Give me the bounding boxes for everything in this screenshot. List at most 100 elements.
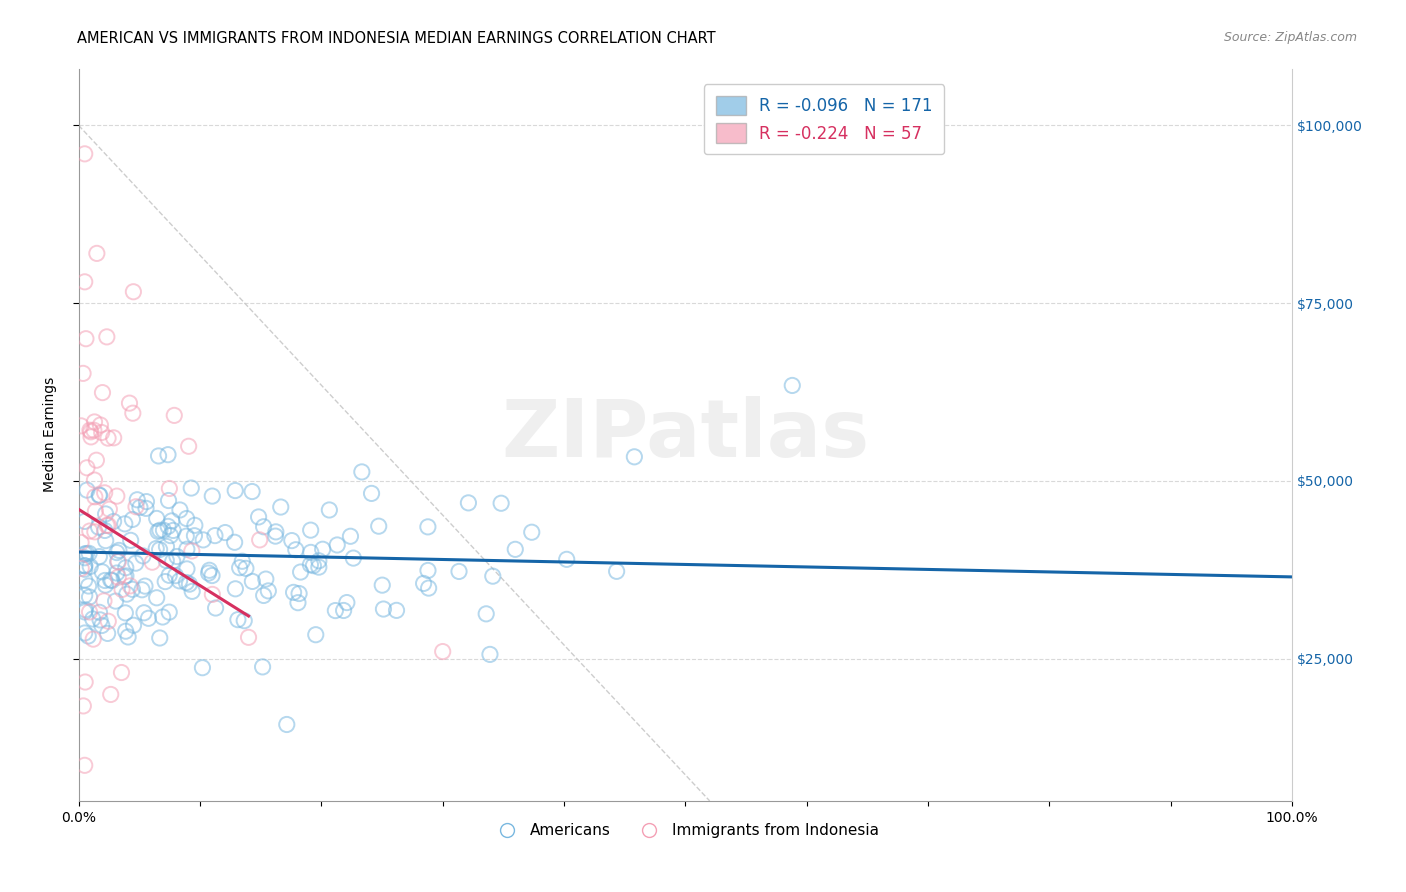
Point (83, 490, 105, 504)
Point (94, 524, 117, 538)
Point (224, 582, 246, 596)
Point (73, 758, 96, 772)
Point (299, 523, 322, 537)
Point (141, 555, 163, 569)
Point (73, 558, 96, 573)
Text: AMERICAN VS IMMIGRANTS FROM INDONESIA MEDIAN EARNINGS CORRELATION CHART: AMERICAN VS IMMIGRANTS FROM INDONESIA ME… (77, 31, 716, 46)
Point (91, 565, 114, 579)
Point (105, 566, 128, 580)
Point (226, 613, 249, 627)
Point (107, 570, 129, 584)
Point (159, 528, 181, 542)
Point (235, 561, 257, 575)
Point (166, 549, 188, 564)
Text: ZIPatlas: ZIPatlas (502, 396, 869, 474)
Point (79, 605, 101, 619)
Point (70, 418, 93, 433)
Point (288, 586, 311, 600)
Point (145, 591, 167, 605)
Point (100, 688, 122, 702)
Point (125, 556, 148, 570)
Point (70, 561, 93, 575)
Point (198, 563, 221, 577)
Text: Source: ZipAtlas.com: Source: ZipAtlas.com (1223, 31, 1357, 45)
Point (418, 581, 440, 595)
Point (254, 572, 277, 586)
Point (152, 610, 174, 624)
Point (201, 568, 224, 582)
Point (93, 485, 115, 500)
Point (73, 275, 96, 289)
Point (87, 488, 110, 502)
Point (73, 550, 96, 565)
Point (77, 629, 100, 643)
Point (138, 611, 160, 625)
Point (503, 542, 526, 557)
Point (103, 431, 125, 445)
Point (169, 503, 191, 517)
Point (79, 559, 101, 574)
Point (177, 439, 200, 453)
Point (145, 511, 167, 525)
Point (432, 644, 454, 658)
Point (79, 524, 101, 538)
Point (98, 502, 121, 516)
Point (129, 500, 152, 515)
Point (284, 542, 307, 557)
Point (77, 579, 100, 593)
Point (276, 717, 298, 731)
Point (73, 515, 96, 529)
Point (155, 540, 177, 554)
Point (79, 423, 101, 437)
Point (73, 562, 96, 576)
Point (156, 448, 179, 462)
Point (299, 545, 322, 559)
Point (94, 533, 117, 548)
Point (96, 330, 118, 344)
Point (89, 605, 111, 619)
Point (201, 587, 224, 601)
Point (89, 488, 111, 502)
Point (228, 560, 250, 574)
Point (201, 489, 224, 503)
Point (416, 520, 439, 534)
Point (91, 385, 114, 400)
Point (163, 409, 186, 423)
Point (96, 518, 118, 533)
Point (224, 535, 246, 549)
Point (148, 449, 170, 463)
Point (281, 533, 304, 548)
Point (780, 378, 803, 392)
Point (157, 519, 180, 533)
Point (367, 519, 389, 533)
Point (350, 465, 373, 479)
Point (73, 558, 96, 573)
Point (105, 489, 128, 503)
Point (145, 541, 167, 556)
Point (114, 560, 136, 574)
Point (73, 573, 96, 587)
Point (299, 558, 322, 572)
Point (103, 515, 125, 529)
Point (240, 574, 263, 589)
Point (77, 546, 100, 560)
Point (283, 585, 305, 599)
Point (385, 603, 408, 617)
Point (132, 606, 155, 620)
Point (311, 542, 333, 557)
Point (122, 285, 145, 299)
Point (112, 570, 135, 584)
Point (108, 543, 131, 558)
Point (157, 605, 180, 619)
Point (489, 496, 512, 510)
Point (249, 533, 271, 547)
Point (257, 583, 280, 598)
Point (73, 146, 96, 161)
Point (174, 529, 197, 543)
Point (290, 565, 312, 579)
Point (107, 555, 129, 569)
Point (101, 574, 124, 588)
Point (122, 618, 145, 632)
Point (176, 575, 198, 590)
Point (447, 565, 470, 579)
